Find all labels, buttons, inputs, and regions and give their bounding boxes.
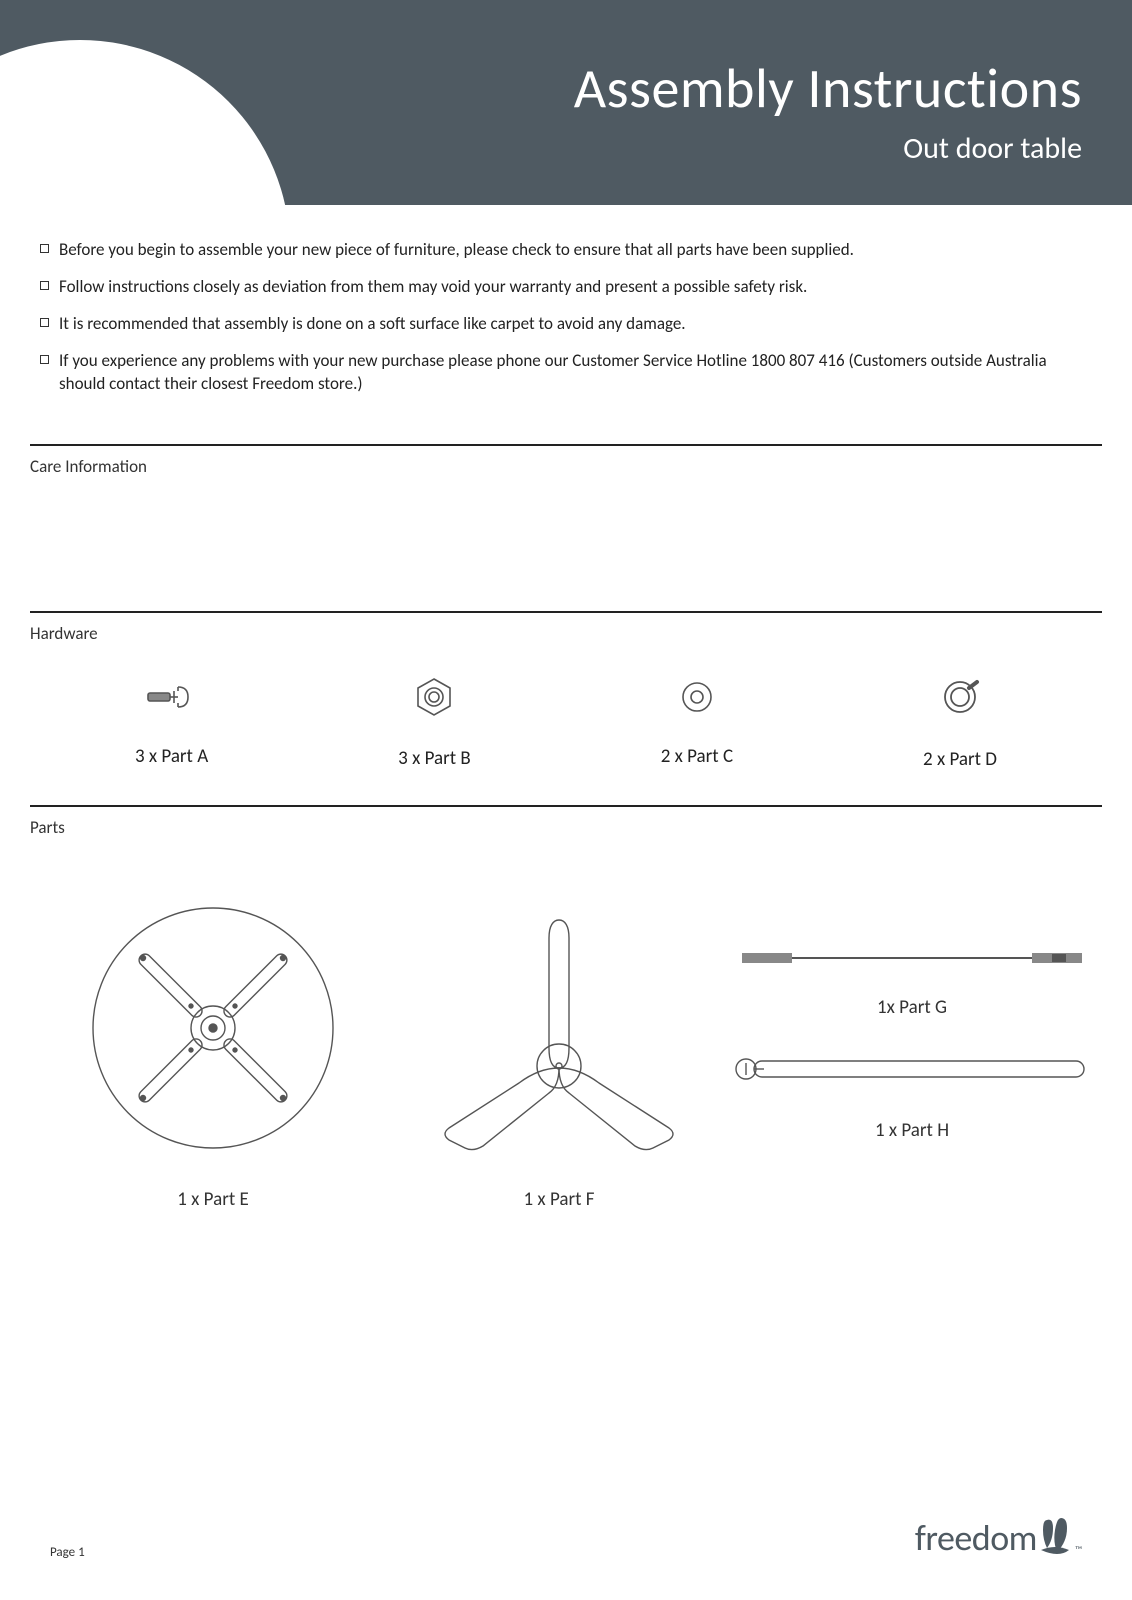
hardware-item: 2 x Part D xyxy=(923,674,997,771)
logo-text: freedom xyxy=(915,1516,1037,1560)
care-empty-area xyxy=(0,477,1132,587)
part-item: 1 x Part E xyxy=(40,898,386,1211)
bullet-icon xyxy=(40,244,49,253)
part-label: 1 x Part E xyxy=(177,1188,249,1211)
hardware-item: 2 x Part C xyxy=(661,677,733,768)
bullet-icon xyxy=(40,318,49,327)
hardware-heading: Hardware xyxy=(0,613,1132,644)
part-label-top: 1x Part G xyxy=(877,996,947,1019)
tip-item: Follow instructions closely as deviation… xyxy=(40,276,1092,299)
part-item: 1x Part G 1 x Part H xyxy=(732,898,1092,1142)
tip-text: Follow instructions closely as deviation… xyxy=(59,276,807,299)
page-number: Page 1 xyxy=(50,1545,85,1560)
tip-item: It is recommended that assembly is done … xyxy=(40,313,1092,336)
hardware-label: 3 x Part A xyxy=(135,745,208,768)
logo-mark-icon xyxy=(1039,1518,1073,1556)
part-item: 1 x Part F xyxy=(386,898,732,1211)
hardware-label: 2 x Part D xyxy=(923,748,997,771)
header-corner-cutout xyxy=(0,40,290,205)
table-top-icon xyxy=(83,898,343,1158)
hardware-item: 3 x Part A xyxy=(135,677,208,768)
hardware-label: 2 x Part C xyxy=(661,745,733,768)
crank-handle-icon xyxy=(732,1049,1092,1089)
tripod-base-icon xyxy=(419,898,699,1158)
crank-icon xyxy=(937,674,983,720)
tip-text: It is recommended that assembly is done … xyxy=(59,313,686,336)
washer-icon xyxy=(677,677,717,717)
tip-text: If you experience any problems with your… xyxy=(59,350,1092,396)
footer: Page 1 freedom ™ xyxy=(0,1516,1132,1560)
doc-title: Assembly Instructions xyxy=(574,55,1082,123)
tips-list: Before you begin to assemble your new pi… xyxy=(0,205,1132,420)
parts-row: 1 x Part E 1 x Part F xyxy=(0,838,1132,1231)
hardware-item: 3 x Part B xyxy=(398,675,471,770)
trademark-icon: ™ xyxy=(1075,1543,1082,1556)
tip-item: Before you begin to assemble your new pi… xyxy=(40,239,1092,262)
bullet-icon xyxy=(40,355,49,364)
tip-text: Before you begin to assemble your new pi… xyxy=(59,239,854,262)
parts-heading: Parts xyxy=(0,807,1132,838)
hex-washer-icon xyxy=(412,675,456,719)
tip-item: If you experience any problems with your… xyxy=(40,350,1092,396)
pole-icon xyxy=(732,938,1092,978)
part-label: 1 x Part F xyxy=(524,1188,595,1211)
hardware-label: 3 x Part B xyxy=(398,747,471,770)
care-heading: Care Information xyxy=(0,446,1132,477)
bullet-icon xyxy=(40,281,49,290)
part-label: 1 x Part H xyxy=(875,1119,949,1142)
brand-logo: freedom ™ xyxy=(915,1516,1082,1560)
hardware-row: 3 x Part A 3 x Part B 2 x Part C xyxy=(0,644,1132,781)
header-banner: Assembly Instructions Out door table xyxy=(0,0,1132,205)
doc-subtitle: Out door table xyxy=(903,130,1082,167)
wing-nut-icon xyxy=(144,677,200,717)
